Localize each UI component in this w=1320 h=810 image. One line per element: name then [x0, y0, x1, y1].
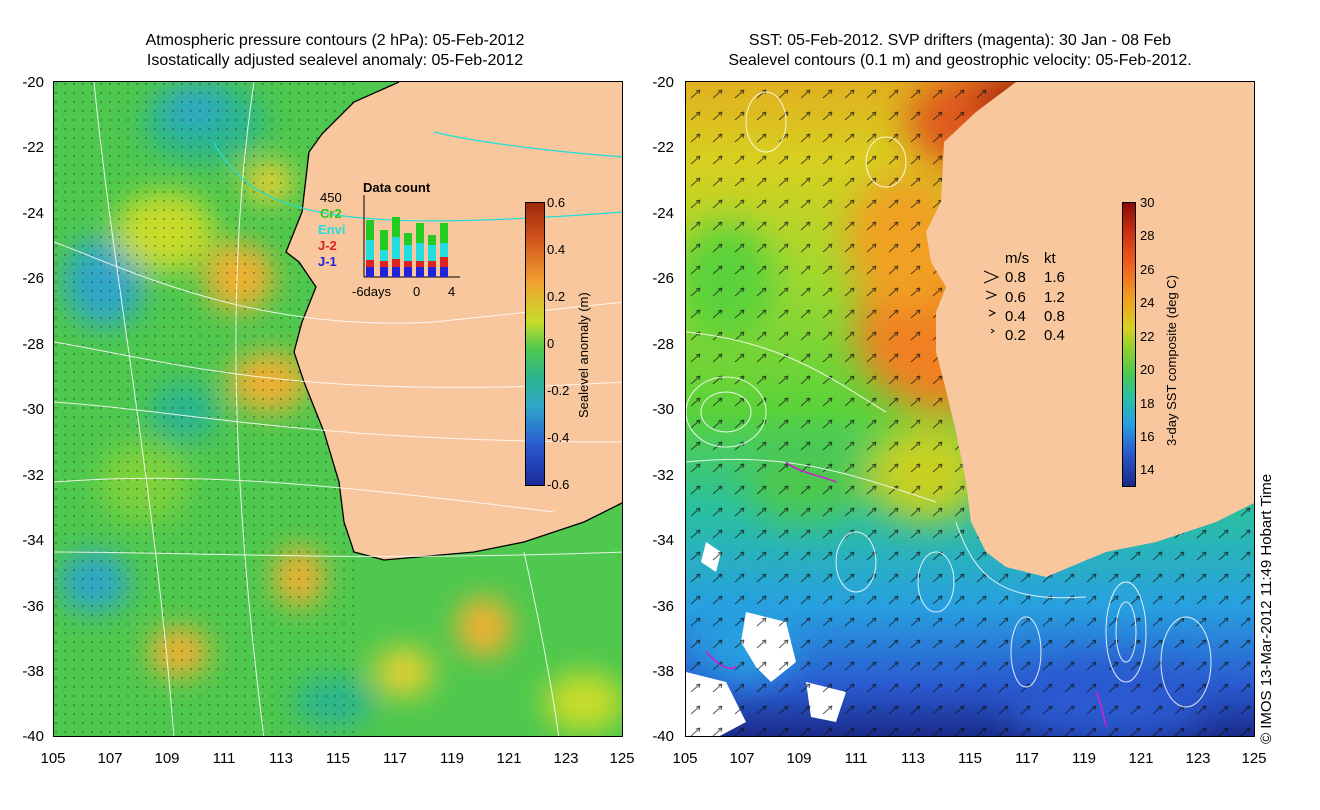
right-y-tick: -34	[652, 532, 674, 549]
legend-envi: Envi	[318, 222, 346, 237]
right-x-tick: 123	[1185, 750, 1211, 767]
right-title-line2: Sealevel contours (0.1 m) and geostrophi…	[728, 52, 1192, 69]
sst-colorbar-tick: 14	[1140, 462, 1155, 477]
sealevel-colorbar	[525, 202, 545, 486]
velocity-scale-ms: 0.6	[1005, 289, 1026, 306]
left-y-tick: -28	[22, 336, 44, 353]
sealevel-colorbar-tick: 0.4	[547, 242, 566, 257]
legend-cr2: Cr2	[320, 206, 342, 221]
right-y-tick: -32	[652, 467, 674, 484]
left-y-tick: -38	[22, 663, 44, 680]
drifter-track	[705, 651, 737, 670]
left-x-tick: 123	[553, 750, 579, 767]
sealevel-anomaly-map	[53, 81, 623, 737]
sst-map	[685, 81, 1255, 737]
sst-colorbar-label: 3-day SST composite (deg C)	[1164, 275, 1179, 446]
sealevel-colorbar-tick: 0.2	[547, 289, 566, 304]
data-count-x-tick: 4	[448, 284, 456, 299]
sealevel-colorbar-tick: 0	[547, 336, 555, 351]
right-y-tick: -22	[652, 139, 674, 156]
left-x-tick: 111	[212, 750, 236, 767]
right-x-tick: 117	[1015, 750, 1039, 767]
legend-j2: J-2	[318, 238, 337, 253]
left-x-tick: 125	[609, 750, 635, 767]
right-x-tick: 121	[1128, 750, 1154, 767]
velocity-scale-ms: 0.2	[1005, 327, 1026, 344]
sst-field	[686, 82, 1254, 736]
sst-colorbar-tick: 20	[1140, 362, 1155, 377]
right-y-tick: -36	[652, 598, 674, 615]
sealevel-anomaly-field	[54, 82, 622, 736]
right-y-tick: -26	[652, 270, 674, 287]
sst-colorbar-tick: 16	[1140, 429, 1155, 444]
velocity-scale-kt: 1.2	[1044, 289, 1065, 306]
left-x-tick: 113	[269, 750, 293, 767]
left-y-tick: -32	[22, 467, 44, 484]
left-title-line1: Atmospheric pressure contours (2 hPa): 0…	[145, 32, 525, 49]
velocity-scale-ms: 0.4	[1005, 308, 1026, 325]
velocity-scale-kt: 0.8	[1044, 308, 1065, 325]
sealevel-colorbar-tick: 0.6	[547, 195, 566, 210]
velocity-scale-arrows	[983, 270, 1000, 334]
data-count-title: Data count	[363, 180, 431, 195]
left-y-tick: -40	[22, 728, 44, 745]
left-x-tick: 117	[383, 750, 407, 767]
sst-colorbar-tick: 18	[1140, 396, 1155, 411]
right-y-tick: -28	[652, 336, 674, 353]
sst-colorbar-tick: 22	[1140, 329, 1155, 344]
right-y-tick: -40	[652, 728, 674, 745]
data-count-bars	[363, 195, 460, 278]
left-y-tick: -20	[22, 74, 44, 91]
sealevel-colorbar-tick: -0.6	[547, 477, 570, 492]
left-x-tick: 119	[440, 750, 464, 767]
left-x-tick: 105	[40, 750, 66, 767]
sealevel-colorbar-tick: -0.2	[547, 383, 570, 398]
right-x-tick: 109	[786, 750, 812, 767]
velocity-scale-kt: 0.4	[1044, 327, 1065, 344]
australia-landmass	[926, 82, 1254, 577]
left-x-tick: 107	[97, 750, 123, 767]
right-y-tick: -30	[652, 401, 674, 418]
sst-colorbar-tick: 24	[1140, 295, 1155, 310]
left-x-tick: 115	[326, 750, 350, 767]
left-x-tick: 109	[154, 750, 180, 767]
right-x-tick: 115	[958, 750, 982, 767]
left-y-tick: -24	[22, 205, 44, 222]
velocity-scale-header-ms: m/s	[1005, 250, 1030, 267]
left-y-tick: -36	[22, 598, 44, 615]
left-x-tick: 121	[496, 750, 522, 767]
sst-colorbar-tick: 30	[1140, 195, 1155, 210]
right-y-tick: -24	[652, 205, 674, 222]
left-y-tick: -30	[22, 401, 44, 418]
right-x-tick: 111	[844, 750, 868, 767]
sealevel-colorbar-label: Sealevel anomaly (m)	[576, 292, 591, 418]
right-title-line1: SST: 05-Feb-2012. SVP drifters (magenta)…	[748, 32, 1172, 49]
right-x-tick: 125	[1241, 750, 1267, 767]
right-x-tick: 107	[729, 750, 755, 767]
data-count-max: 450	[320, 190, 342, 205]
sealevel-colorbar-tick: -0.4	[547, 430, 570, 445]
data-count-x-tick: 0	[413, 284, 421, 299]
sst-colorbar	[1122, 202, 1136, 487]
drifter-track	[785, 461, 837, 483]
imos-credit: © IMOS 13-Mar-2012 11:49 Hobart Time	[1258, 473, 1275, 744]
legend-j1: J-1	[318, 254, 337, 269]
right-y-tick: -38	[652, 663, 674, 680]
right-x-tick: 113	[901, 750, 925, 767]
velocity-scale-header-kt: kt	[1044, 250, 1056, 267]
velocity-scale-ms: 0.8	[1005, 269, 1026, 286]
sst-colorbar-tick: 26	[1140, 262, 1155, 277]
left-y-tick: -26	[22, 270, 44, 287]
left-title-line2: Isostatically adjusted sealevel anomaly:…	[146, 52, 524, 69]
right-x-tick: 119	[1072, 750, 1096, 767]
data-count-x-tick: -6days	[352, 284, 392, 299]
velocity-scale-kt: 1.6	[1044, 269, 1065, 286]
drifter-track	[1095, 691, 1107, 728]
left-y-tick: -22	[22, 139, 44, 156]
right-x-tick: 105	[672, 750, 698, 767]
right-y-tick: -20	[652, 74, 674, 91]
sst-colorbar-tick: 28	[1140, 228, 1155, 243]
left-y-tick: -34	[22, 532, 44, 549]
